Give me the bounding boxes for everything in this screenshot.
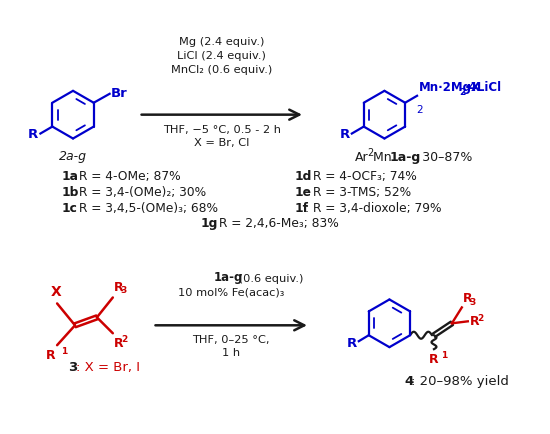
Text: 2a-g: 2a-g xyxy=(59,151,87,164)
Text: 1 h: 1 h xyxy=(222,348,240,358)
Text: 1d: 1d xyxy=(295,170,312,183)
Text: 1a: 1a xyxy=(61,170,78,183)
Text: : X = Br, I: : X = Br, I xyxy=(76,361,140,374)
Text: R: R xyxy=(114,337,123,350)
Text: : 30–87%: : 30–87% xyxy=(414,151,472,164)
Text: 1: 1 xyxy=(61,347,67,356)
Text: : R = 3-TMS; 52%: : R = 3-TMS; 52% xyxy=(305,186,411,199)
Text: 2: 2 xyxy=(459,88,465,97)
Text: THF, 0–25 °C,: THF, 0–25 °C, xyxy=(192,335,270,345)
Text: MnCl₂ (0.6 equiv.): MnCl₂ (0.6 equiv.) xyxy=(171,65,272,75)
Text: Mn: Mn xyxy=(372,151,395,164)
Text: 10 mol% Fe(acac)₃: 10 mol% Fe(acac)₃ xyxy=(178,287,284,297)
Text: X: X xyxy=(51,286,62,299)
Text: 2: 2 xyxy=(367,148,374,158)
Text: 3: 3 xyxy=(470,299,476,307)
Text: R: R xyxy=(114,280,123,293)
Text: Ar: Ar xyxy=(355,151,368,164)
Text: 1: 1 xyxy=(441,351,447,360)
Text: Mn·2MgX: Mn·2MgX xyxy=(419,81,481,94)
Text: 2: 2 xyxy=(477,314,483,323)
Text: 2: 2 xyxy=(416,105,423,115)
Text: THF, −5 °C, 0.5 - 2 h: THF, −5 °C, 0.5 - 2 h xyxy=(163,125,280,135)
Text: Br: Br xyxy=(111,87,128,100)
Text: ·4LiCl: ·4LiCl xyxy=(465,81,502,94)
Text: 1c: 1c xyxy=(61,201,77,214)
Text: 1a-g: 1a-g xyxy=(213,270,243,283)
Text: (0.6 equiv.): (0.6 equiv.) xyxy=(235,273,304,283)
Text: 1e: 1e xyxy=(295,186,312,199)
Text: X = Br, Cl: X = Br, Cl xyxy=(194,138,250,148)
Text: 3: 3 xyxy=(68,361,78,374)
Text: 4: 4 xyxy=(404,375,414,388)
Text: 2: 2 xyxy=(121,335,127,344)
Text: R: R xyxy=(470,315,480,328)
Text: Mg (2.4 equiv.): Mg (2.4 equiv.) xyxy=(179,37,265,47)
Text: 1b: 1b xyxy=(61,186,79,199)
Text: R: R xyxy=(339,128,350,141)
Text: R: R xyxy=(463,293,472,306)
Text: R: R xyxy=(28,128,38,141)
Text: R: R xyxy=(346,337,357,350)
Text: R: R xyxy=(429,353,439,366)
Text: : R = 3,4-(OMe)₂; 30%: : R = 3,4-(OMe)₂; 30% xyxy=(72,186,207,199)
Text: 1g: 1g xyxy=(200,217,218,230)
Text: : R = 3,4,5-(OMe)₃; 68%: : R = 3,4,5-(OMe)₃; 68% xyxy=(72,201,218,214)
Text: : 20–98% yield: : 20–98% yield xyxy=(411,375,509,388)
Text: : R = 4-OCF₃; 74%: : R = 4-OCF₃; 74% xyxy=(305,170,417,183)
Text: 1a-g: 1a-g xyxy=(389,151,421,164)
Text: 1f: 1f xyxy=(295,201,309,214)
Text: : R = 4-OMe; 87%: : R = 4-OMe; 87% xyxy=(72,170,181,183)
Text: : R = 2,4,6-Me₃; 83%: : R = 2,4,6-Me₃; 83% xyxy=(211,217,338,230)
Text: : R = 3,4-dioxole; 79%: : R = 3,4-dioxole; 79% xyxy=(305,201,442,214)
Text: LiCl (2.4 equiv.): LiCl (2.4 equiv.) xyxy=(177,51,266,61)
Text: R: R xyxy=(46,349,55,362)
Text: 3: 3 xyxy=(121,286,127,296)
